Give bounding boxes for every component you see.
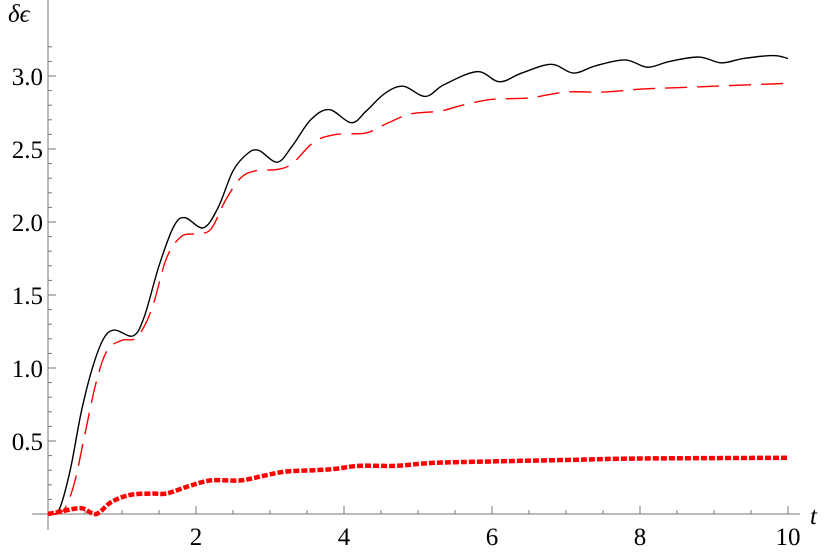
y-tick-label: 2.5 <box>12 137 43 164</box>
x-tick-label: 4 <box>338 524 351 551</box>
x-tick-label: 8 <box>634 524 647 551</box>
ticks: 2 4 6 8 10 0.5 1.0 1.5 2.0 2.5 3.0 <box>12 46 801 551</box>
series-line-solid <box>47 54 789 515</box>
y-tick-label: 3.0 <box>12 64 43 91</box>
x-tick-label: 2 <box>190 524 203 551</box>
x-tick-label: 6 <box>486 524 499 551</box>
axes <box>32 0 800 530</box>
y-tick-label: 1.5 <box>12 283 43 310</box>
series-line-dashed <box>47 82 789 515</box>
y-tick-label: 1.0 <box>12 356 43 383</box>
series <box>47 54 789 517</box>
y-tick-label: 0.5 <box>12 429 43 456</box>
x-axis-label: t <box>810 503 818 530</box>
x-tick-label: 10 <box>776 524 801 551</box>
y-axis-label: δϵ <box>8 1 31 28</box>
series-line-dotted-thick <box>47 455 789 517</box>
y-tick-label: 2.0 <box>12 210 43 237</box>
